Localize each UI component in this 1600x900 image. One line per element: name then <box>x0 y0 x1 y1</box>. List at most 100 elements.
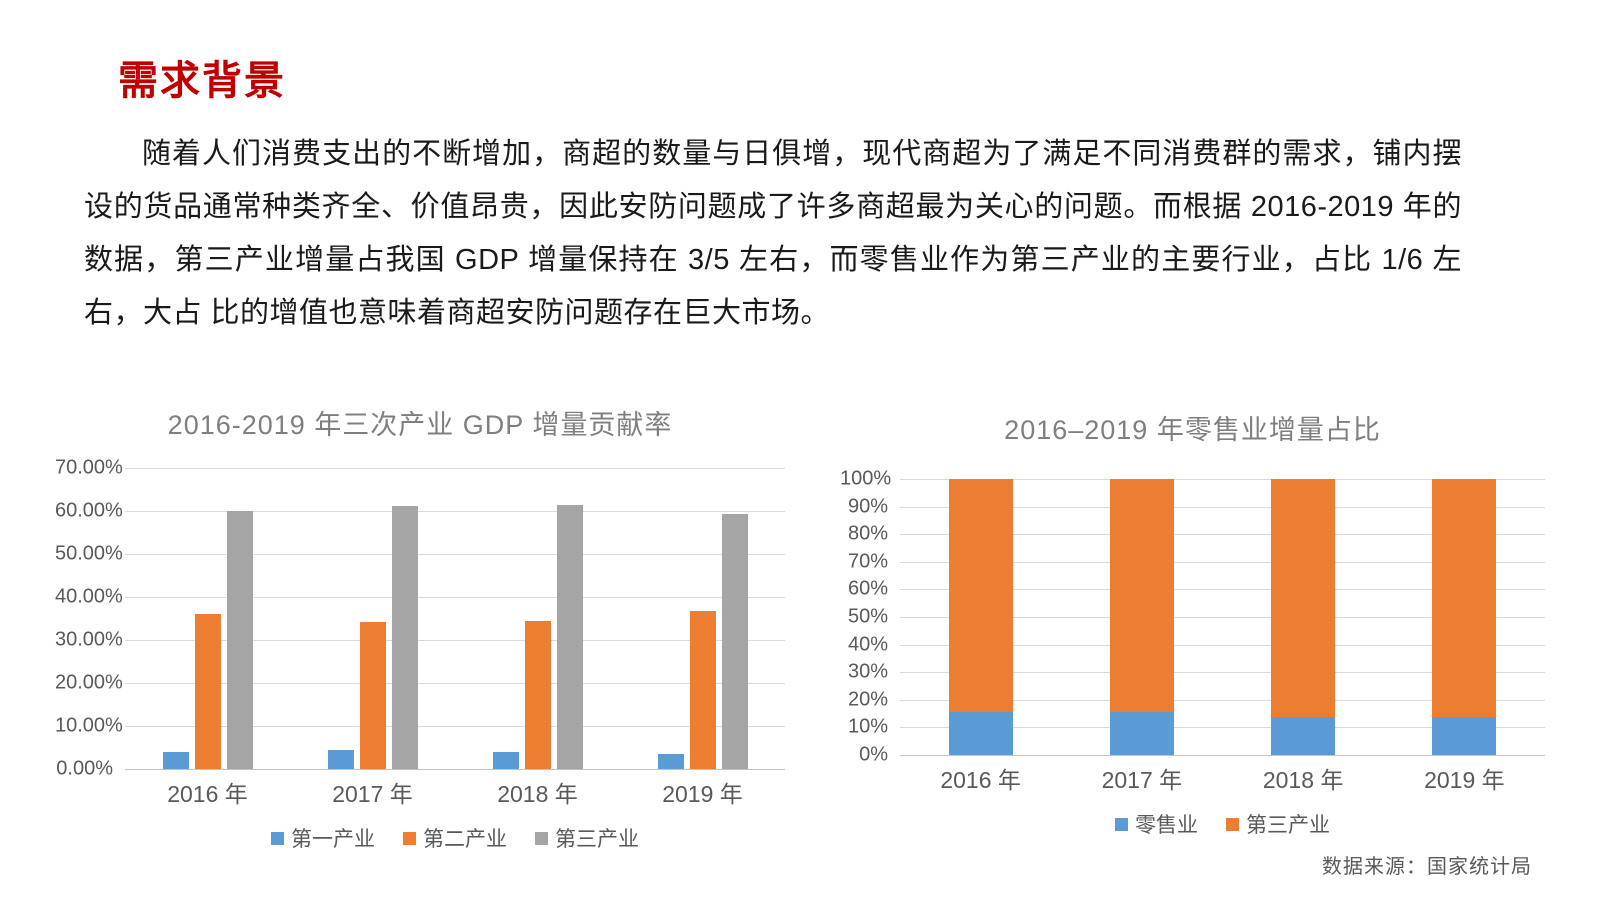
bar-segment <box>1432 479 1497 717</box>
legend-label: 第一产业 <box>291 828 375 851</box>
x-axis-labels: 2016 年 2017 年 2018 年 2019 年 <box>125 775 785 809</box>
y-axis-tick-label: 0% <box>859 743 888 766</box>
bar <box>492 752 519 769</box>
bar <box>194 614 221 769</box>
y-axis-tick-label: 70% <box>847 550 888 573</box>
bar-stack <box>1432 479 1497 755</box>
bars-layer <box>900 479 1545 755</box>
legend-swatch <box>403 831 416 845</box>
gridline <box>125 511 785 512</box>
y-axis-tick-label: 60.00% <box>55 499 123 522</box>
bar-group <box>492 505 583 769</box>
gridline <box>125 726 785 727</box>
x-axis-label: 2017 年 <box>332 781 413 807</box>
x-axis-label: 2016 年 <box>167 781 248 807</box>
bar-group <box>327 506 418 769</box>
y-axis-tick-label: 20% <box>847 688 888 711</box>
y-axis-tick-label: 40% <box>847 633 888 656</box>
bar-segment <box>948 479 1013 712</box>
x-axis-line <box>125 769 785 770</box>
legend-label: 第三产业 <box>1246 814 1330 837</box>
bar <box>391 506 418 769</box>
retail-increment-share-chart: 2016–2019 年零售业增量占比 100% 90% 80% 70% 60% 50% 40%… <box>840 400 1545 839</box>
bar-stack <box>1271 479 1336 755</box>
y-axis-tick-label: 50.00% <box>55 542 123 565</box>
plot-area: 70.00% 60.00% 50.00% 40.00% 30.00% 20.00% 10.0… <box>55 457 785 780</box>
gridline <box>900 727 1545 728</box>
bar-stack <box>1109 479 1174 755</box>
legend-swatch <box>271 831 284 845</box>
legend-item: 第三产业 <box>1226 809 1330 839</box>
background-paragraph: 随着人们消费支出的不断增加，商超的数量与日俱增，现代商超为了满足不同消费群的需求… <box>84 138 1462 329</box>
gridline <box>125 640 785 641</box>
bar-group <box>162 511 253 769</box>
legend-swatch <box>1115 817 1128 831</box>
y-axis-tick-label: 100% <box>840 467 892 490</box>
page-title: 需求背景 <box>118 59 286 103</box>
y-axis-tick-label: 80% <box>847 522 888 545</box>
x-axis-label: 2019 年 <box>662 781 743 807</box>
bar <box>721 514 748 769</box>
gridline <box>900 562 1545 563</box>
y-axis-tick-label: 40.00% <box>55 585 123 608</box>
bar-segment <box>948 712 1013 755</box>
chart-title: 2016-2019 年三次产业 GDP 增量贡献率 <box>167 410 673 440</box>
legend-swatch <box>1226 817 1239 831</box>
x-axis-label: 2016 年 <box>940 767 1021 793</box>
bar <box>556 505 583 769</box>
legend-item: 第三产业 <box>535 823 639 853</box>
bar-stack <box>948 479 1013 755</box>
bar <box>226 511 253 769</box>
x-axis-label: 2018 年 <box>1262 767 1344 793</box>
bars-layer <box>125 468 785 769</box>
chart-legend: 第一产业 第二产业 第三产业 <box>125 823 785 853</box>
legend-label: 第三产业 <box>555 828 639 851</box>
x-axis-label: 2017 年 <box>1101 767 1183 793</box>
bar-segment <box>1271 479 1336 717</box>
y-axis-tick-label: 10.00% <box>55 714 123 737</box>
bar <box>524 621 551 769</box>
gridline <box>900 645 1545 646</box>
gridline <box>900 507 1545 508</box>
gridline <box>900 589 1545 590</box>
bar <box>657 754 684 769</box>
gridline <box>900 672 1545 673</box>
bar <box>327 750 354 769</box>
y-axis-tick-label: 90% <box>847 495 888 518</box>
gdp-increment-contribution-chart: 2016-2019 年三次产业 GDP 增量贡献率 70.00% 60.00% 50.… <box>55 395 785 853</box>
bar-group <box>657 514 748 769</box>
gridline <box>125 597 785 598</box>
legend-item: 第二产业 <box>403 823 507 853</box>
y-axis-tick-label: 10% <box>847 715 888 738</box>
y-axis-tick-label: 50% <box>847 605 888 628</box>
bar <box>689 611 716 769</box>
gridline <box>900 534 1545 535</box>
gridline <box>900 617 1545 618</box>
x-axis-labels: 2016 年 2017 年 2018 年 2019 年 <box>900 761 1545 795</box>
chart-legend: 零售业 第三产业 <box>900 809 1545 839</box>
y-axis-tick-label: 60% <box>847 577 888 600</box>
bar <box>359 622 386 769</box>
gridline <box>125 554 785 555</box>
gridline <box>125 468 785 469</box>
bar-segment <box>1109 479 1174 712</box>
y-axis-tick-label: 30.00% <box>55 628 123 651</box>
x-axis-label: 2019 年 <box>1424 767 1505 793</box>
legend-item: 零售业 <box>1115 809 1198 839</box>
gridline <box>125 683 785 684</box>
y-axis-tick-label: 30% <box>847 660 888 683</box>
y-axis-tick-label: 70.00% <box>55 456 123 479</box>
legend-label: 零售业 <box>1135 814 1198 837</box>
y-axis-tick-label: 0.00% <box>56 757 113 780</box>
x-axis-label: 2018 年 <box>497 781 578 807</box>
legend-label: 第二产业 <box>423 828 507 851</box>
chart-title: 2016–2019 年零售业增量占比 <box>1004 415 1381 445</box>
x-axis-line <box>900 755 1545 756</box>
bar-segment <box>1432 717 1497 755</box>
gridline <box>900 700 1545 701</box>
bar-segment <box>1271 717 1336 755</box>
bar <box>162 752 189 769</box>
bar-segment <box>1109 712 1174 755</box>
gridline <box>900 479 1545 480</box>
